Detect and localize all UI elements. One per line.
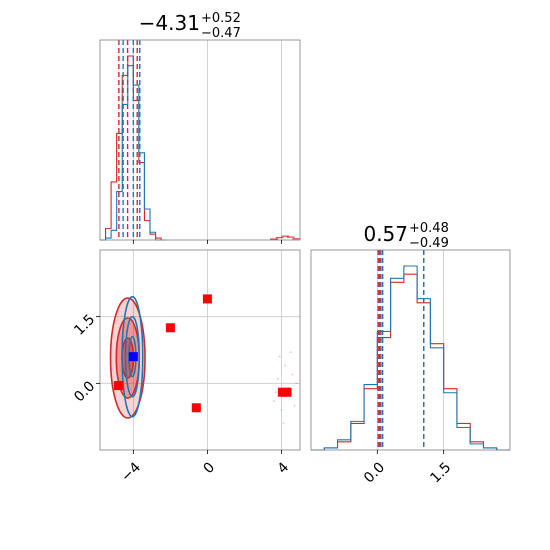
scatter-sample-point (293, 404, 296, 407)
panel-title-x-plus: +0.52 (201, 11, 241, 26)
point-marker (165, 323, 175, 333)
point-marker (277, 387, 287, 397)
scatter-sample-point (276, 377, 279, 380)
panel-title-x-median: −4.31 (139, 11, 200, 35)
histogram-panel-y: 0.57 +0.48−0.49 0.0 1.5 (310, 221, 511, 486)
scatter-x-tick-label: −4 (118, 459, 144, 485)
scatter-sample-point (278, 355, 281, 358)
histogram-panel-x: −4.31 +0.52−0.47 (99, 11, 301, 244)
hist-y-histogram-series-0 (311, 273, 510, 451)
hist-y-x-tick-label: 1.5 (427, 459, 454, 486)
scatter-sample-point (274, 391, 277, 394)
scatter-y-tick-label: 1.5 (71, 312, 98, 339)
panel-title-y-plus: +0.48 (409, 221, 449, 236)
hist-y-histogram-series-1 (311, 265, 510, 451)
point-marker (282, 387, 292, 397)
hist-x-background (100, 40, 300, 240)
panel-title-x-minus: −0.47 (201, 26, 241, 41)
scatter-panel-xy: −4 0 4 0.0 1.5 (71, 249, 301, 485)
scatter-sample-point (295, 382, 298, 385)
point-marker (114, 381, 124, 391)
scatter-x-tick-label: 4 (275, 459, 293, 477)
scatter-y-tick-label: 0.0 (71, 378, 98, 405)
scatter-x-tick-label: 0 (201, 459, 219, 477)
scatter-sample-point (282, 422, 285, 425)
scatter-sample-point (291, 373, 294, 376)
panel-title-y-minus: −0.49 (409, 236, 449, 251)
point-marker (202, 294, 212, 304)
hist-x-frame (99, 39, 301, 241)
scatter-sample-point (284, 364, 287, 367)
scatter-sample-point (289, 351, 292, 354)
hist-y-frame (310, 249, 511, 451)
hist-y-x-tick-label: 0.0 (361, 459, 388, 486)
contour-level-1-3 (121, 295, 144, 418)
scatter-sample-point (273, 400, 276, 403)
contour-level-1-2 (124, 315, 141, 398)
truth-marker (128, 352, 138, 362)
point-marker (191, 403, 201, 413)
hist-y-background (311, 250, 510, 450)
scatter-sample-point (280, 409, 283, 411)
scatter-frame (99, 249, 301, 451)
panel-title-y-median: 0.57 (363, 222, 408, 246)
